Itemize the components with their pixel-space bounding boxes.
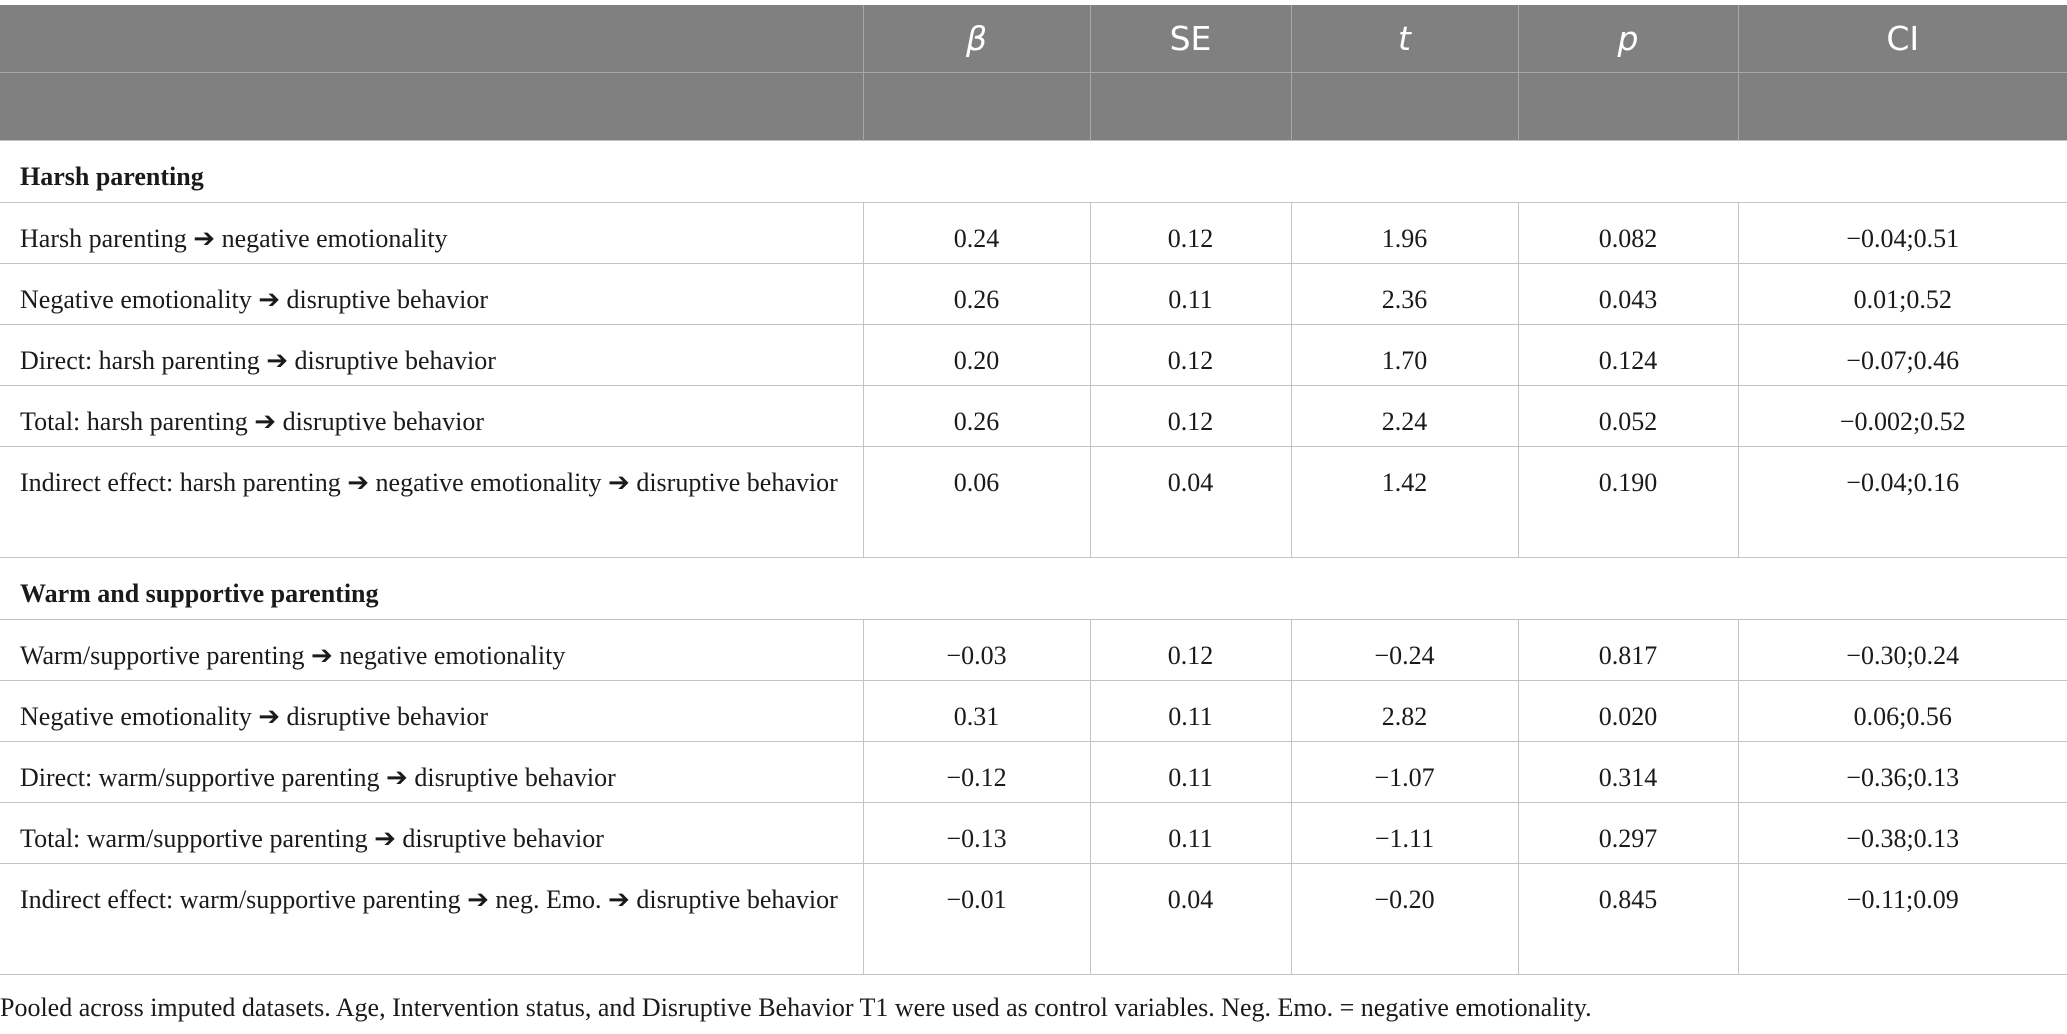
row-label: Total: harsh parenting ➔ disruptive beha…	[0, 385, 864, 447]
row-label: Direct: warm/supportive parenting ➔ disr…	[0, 741, 864, 803]
table-row: Indirect effect: harsh parenting ➔ negat…	[0, 446, 2067, 558]
header-blank-cell	[1290, 72, 1519, 141]
row-label: Harsh parenting ➔ negative emotionality	[0, 202, 864, 264]
header-p: p	[1517, 5, 1739, 73]
p-cell: 0.124	[1517, 324, 1739, 386]
header-blank-cell	[0, 72, 864, 141]
t-cell: −0.20	[1290, 863, 1519, 975]
p-cell: 0.082	[1517, 202, 1739, 264]
beta-cell: 0.20	[862, 324, 1091, 386]
ci-cell: −0.36;0.13	[1737, 741, 2067, 803]
section-row: Harsh parenting	[0, 140, 2067, 203]
beta-cell: −0.13	[862, 802, 1091, 864]
t-cell: −1.11	[1290, 802, 1519, 864]
beta-cell: 0.26	[862, 385, 1091, 447]
ci-cell: −0.38;0.13	[1737, 802, 2067, 864]
beta-cell: 0.24	[862, 202, 1091, 264]
mediation-table: β SE t p CI Harsh parenting Harsh paren	[0, 5, 2067, 975]
se-cell: 0.12	[1089, 202, 1292, 264]
t-cell: 1.42	[1290, 446, 1519, 558]
table-row: Indirect effect: warm/supportive parenti…	[0, 863, 2067, 975]
p-cell: 0.314	[1517, 741, 1739, 803]
beta-cell: 0.26	[862, 263, 1091, 325]
p-cell: 0.043	[1517, 263, 1739, 325]
ci-cell: −0.30;0.24	[1737, 619, 2067, 681]
t-cell: 2.24	[1290, 385, 1519, 447]
table-row: Total: harsh parenting ➔ disruptive beha…	[0, 385, 2067, 447]
ci-cell: −0.07;0.46	[1737, 324, 2067, 386]
t-cell: −1.07	[1290, 741, 1519, 803]
header-blank-cell	[1089, 72, 1292, 141]
ci-cell: −0.04;0.16	[1737, 446, 2067, 558]
p-cell: 0.845	[1517, 863, 1739, 975]
row-label: Direct: harsh parenting ➔ disruptive beh…	[0, 324, 864, 386]
se-cell: 0.12	[1089, 324, 1292, 386]
row-label: Indirect effect: harsh parenting ➔ negat…	[0, 446, 864, 558]
ci-cell: 0.06;0.56	[1737, 680, 2067, 742]
section-title: Harsh parenting	[0, 140, 2067, 203]
table-body: Harsh parenting Harsh parenting ➔ negati…	[0, 140, 2067, 975]
se-cell: 0.04	[1089, 446, 1292, 558]
p-cell: 0.817	[1517, 619, 1739, 681]
header-t: t	[1290, 5, 1519, 73]
p-cell: 0.297	[1517, 802, 1739, 864]
beta-cell: 0.31	[862, 680, 1091, 742]
header-blank-cell	[862, 72, 1091, 141]
header-ci: CI	[1737, 5, 2067, 73]
beta-cell: −0.01	[862, 863, 1091, 975]
section-title: Warm and supportive parenting	[0, 557, 2067, 620]
header-blank-cell	[1517, 72, 1739, 141]
table-row: Negative emotionality ➔ disruptive behav…	[0, 263, 2067, 325]
table-footnote: Pooled across imputed datasets. Age, Int…	[0, 993, 1592, 1022]
se-cell: 0.12	[1089, 619, 1292, 681]
se-cell: 0.11	[1089, 802, 1292, 864]
header-label	[0, 5, 864, 73]
table-container: β SE t p CI Harsh parenting Harsh paren	[0, 5, 2067, 975]
table-header: β SE t p CI	[0, 5, 2067, 141]
header-row-blank	[0, 72, 2067, 141]
table-row: Harsh parenting ➔ negative emotionality …	[0, 202, 2067, 264]
table-row: Direct: harsh parenting ➔ disruptive beh…	[0, 324, 2067, 386]
header-row: β SE t p CI	[0, 5, 2067, 73]
se-cell: 0.11	[1089, 680, 1292, 742]
table-row: Negative emotionality ➔ disruptive behav…	[0, 680, 2067, 742]
ci-cell: 0.01;0.52	[1737, 263, 2067, 325]
table-row: Direct: warm/supportive parenting ➔ disr…	[0, 741, 2067, 803]
row-label: Total: warm/supportive parenting ➔ disru…	[0, 802, 864, 864]
se-cell: 0.11	[1089, 263, 1292, 325]
beta-cell: −0.03	[862, 619, 1091, 681]
p-cell: 0.190	[1517, 446, 1739, 558]
table-row: Warm/supportive parenting ➔ negative emo…	[0, 619, 2067, 681]
t-cell: 1.96	[1290, 202, 1519, 264]
p-cell: 0.020	[1517, 680, 1739, 742]
t-cell: 2.82	[1290, 680, 1519, 742]
row-label: Indirect effect: warm/supportive parenti…	[0, 863, 864, 975]
se-cell: 0.11	[1089, 741, 1292, 803]
p-cell: 0.052	[1517, 385, 1739, 447]
beta-cell: 0.06	[862, 446, 1091, 558]
header-blank-cell	[1737, 72, 2067, 141]
t-cell: 2.36	[1290, 263, 1519, 325]
beta-cell: −0.12	[862, 741, 1091, 803]
ci-cell: −0.04;0.51	[1737, 202, 2067, 264]
se-cell: 0.04	[1089, 863, 1292, 975]
row-label: Negative emotionality ➔ disruptive behav…	[0, 680, 864, 742]
t-cell: −0.24	[1290, 619, 1519, 681]
ci-cell: −0.002;0.52	[1737, 385, 2067, 447]
ci-cell: −0.11;0.09	[1737, 863, 2067, 975]
section-row: Warm and supportive parenting	[0, 557, 2067, 620]
table-row: Total: warm/supportive parenting ➔ disru…	[0, 802, 2067, 864]
header-se: SE	[1089, 5, 1292, 73]
header-beta: β	[862, 5, 1091, 73]
row-label: Negative emotionality ➔ disruptive behav…	[0, 263, 864, 325]
t-cell: 1.70	[1290, 324, 1519, 386]
se-cell: 0.12	[1089, 385, 1292, 447]
row-label: Warm/supportive parenting ➔ negative emo…	[0, 619, 864, 681]
